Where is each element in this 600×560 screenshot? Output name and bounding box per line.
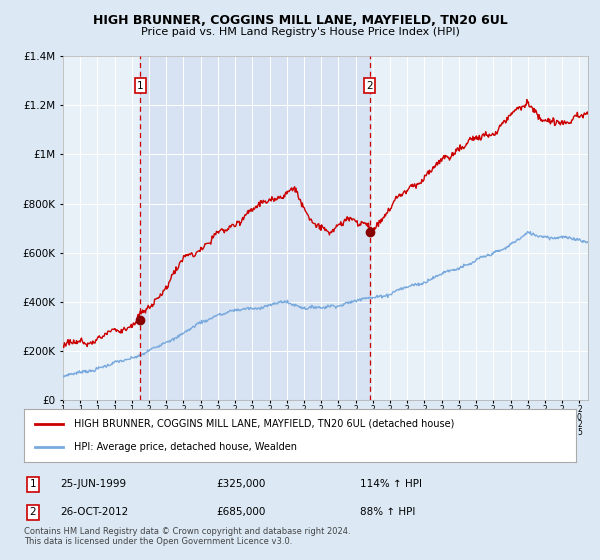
Text: 1: 1	[137, 81, 143, 91]
Text: 1: 1	[29, 479, 37, 489]
Text: £685,000: £685,000	[216, 507, 265, 517]
Text: HIGH BRUNNER, COGGINS MILL LANE, MAYFIELD, TN20 6UL (detached house): HIGH BRUNNER, COGGINS MILL LANE, MAYFIEL…	[74, 419, 454, 429]
Text: £325,000: £325,000	[216, 479, 265, 489]
Text: Contains HM Land Registry data © Crown copyright and database right 2024.
This d: Contains HM Land Registry data © Crown c…	[24, 526, 350, 546]
Text: 2: 2	[367, 81, 373, 91]
Text: 26-OCT-2012: 26-OCT-2012	[60, 507, 128, 517]
Text: 114% ↑ HPI: 114% ↑ HPI	[360, 479, 422, 489]
Text: HPI: Average price, detached house, Wealden: HPI: Average price, detached house, Weal…	[74, 442, 296, 452]
Text: 25-JUN-1999: 25-JUN-1999	[60, 479, 126, 489]
Text: 88% ↑ HPI: 88% ↑ HPI	[360, 507, 415, 517]
Text: HIGH BRUNNER, COGGINS MILL LANE, MAYFIELD, TN20 6UL: HIGH BRUNNER, COGGINS MILL LANE, MAYFIEL…	[92, 14, 508, 27]
Text: 2: 2	[29, 507, 37, 517]
Bar	[140, 56, 370, 400]
Text: Price paid vs. HM Land Registry's House Price Index (HPI): Price paid vs. HM Land Registry's House …	[140, 27, 460, 37]
